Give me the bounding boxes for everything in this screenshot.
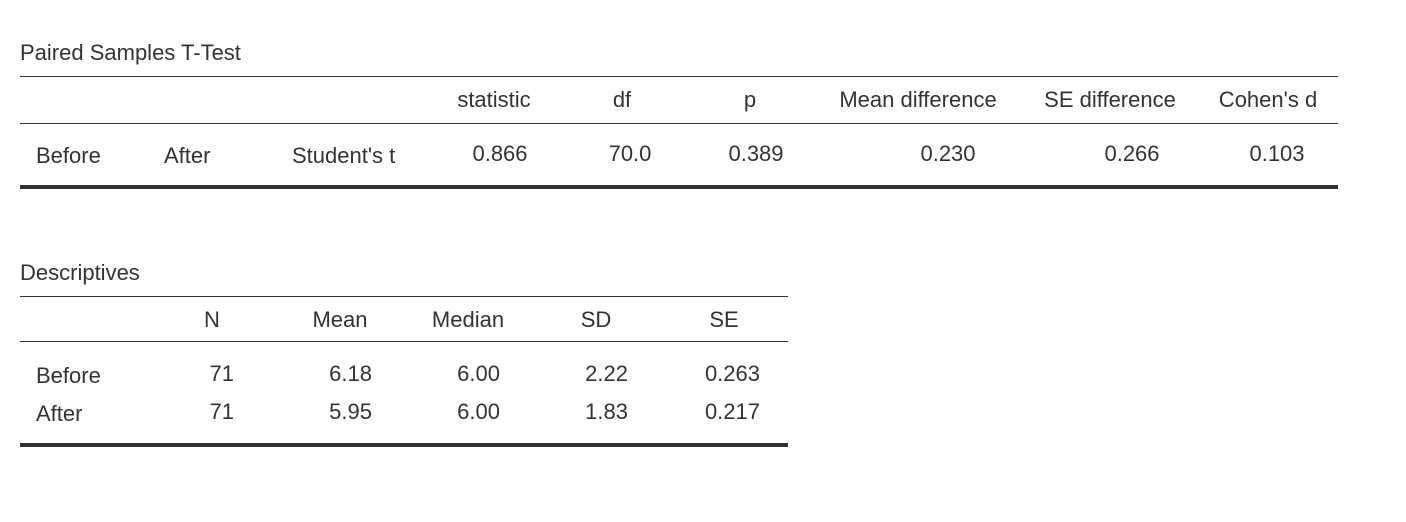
ttest-top-rule xyxy=(20,76,1338,77)
descriptives-header-n: N xyxy=(204,307,220,332)
descriptives-top-rule xyxy=(20,296,788,297)
descriptives-header-se: SE xyxy=(709,307,739,332)
ttest-header-rule xyxy=(20,123,1338,124)
ttest-mean-difference-value: 0.230 xyxy=(920,141,976,166)
ttest-header-p: p xyxy=(743,87,757,112)
ttest-header-df: df xyxy=(612,87,632,112)
descriptives-n-value: 71 xyxy=(209,361,234,386)
ttest-cohens-d-value: 0.103 xyxy=(1249,141,1305,166)
ttest-header-cohens-d: Cohen's d xyxy=(1218,87,1318,112)
descriptives-n-value: 71 xyxy=(209,399,234,424)
ttest-var1: Before xyxy=(36,143,101,168)
ttest-se-difference-value: 0.266 xyxy=(1104,141,1160,166)
descriptives-median-value: 6.00 xyxy=(457,399,500,424)
descriptives-header-mean: Mean xyxy=(312,307,368,332)
ttest-bottom-rule xyxy=(20,185,1338,189)
ttest-test-type: Student's t xyxy=(292,143,396,168)
ttest-df-value: 70.0 xyxy=(608,141,652,166)
descriptives-median-value: 6.00 xyxy=(457,361,500,386)
descriptives-header-rule xyxy=(20,341,788,342)
ttest-var2: After xyxy=(164,143,211,168)
descriptives-mean-value: 6.18 xyxy=(329,361,372,386)
descriptives-row-label: After xyxy=(36,401,83,426)
descriptives-bottom-rule xyxy=(20,443,788,447)
descriptives-sd-value: 1.83 xyxy=(585,399,628,424)
ttest-statistic-value: 0.866 xyxy=(472,141,528,166)
descriptives-header-median: Median xyxy=(431,307,505,332)
descriptives-se-value: 0.217 xyxy=(704,399,760,424)
ttest-p-value: 0.389 xyxy=(728,141,784,166)
ttest-header-se-difference: SE difference xyxy=(1044,87,1176,112)
descriptives-sd-value: 2.22 xyxy=(585,361,628,386)
descriptives-title: Descriptives xyxy=(20,260,140,285)
descriptives-se-value: 0.263 xyxy=(704,361,760,386)
ttest-title: Paired Samples T-Test xyxy=(20,40,241,65)
ttest-header-statistic: statistic xyxy=(457,87,531,112)
ttest-header-mean-difference: Mean difference xyxy=(839,87,997,112)
descriptives-header-sd: SD xyxy=(580,307,612,332)
descriptives-mean-value: 5.95 xyxy=(329,399,372,424)
descriptives-row-label: Before xyxy=(36,363,101,388)
